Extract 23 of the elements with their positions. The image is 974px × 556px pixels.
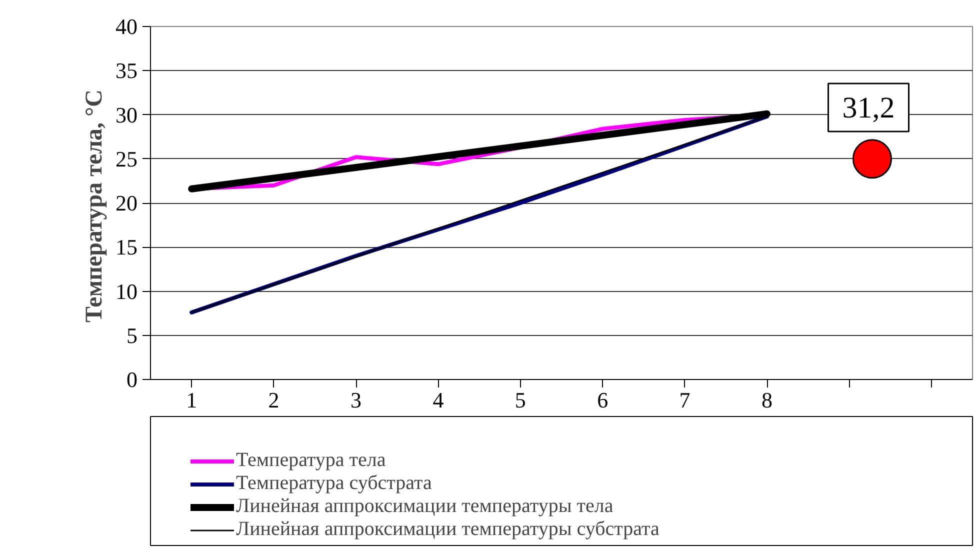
legend-label: Температура субстрата xyxy=(236,472,432,495)
x-tick-label: 1 xyxy=(186,388,198,412)
y-axis-title: Температура тела, °С xyxy=(82,90,108,322)
legend-label: Линейная аппроксимации температуры субстрата xyxy=(236,518,660,541)
y-tick-label: 20 xyxy=(116,190,138,216)
legend-label: Температура тела xyxy=(236,449,386,472)
y-tick-label: 40 xyxy=(116,14,138,39)
x-tick-label: 7 xyxy=(679,388,690,412)
y-tick-label: 10 xyxy=(116,278,138,304)
x-tick-label: 4 xyxy=(432,388,444,412)
annotation: 31,2 xyxy=(842,92,895,124)
y-tick-label: 15 xyxy=(116,234,138,260)
x-tick-label: 8 xyxy=(762,388,772,412)
x-tick-label: 3 xyxy=(350,388,362,412)
y-tick-label: 25 xyxy=(116,146,138,172)
y-tick-label: 35 xyxy=(116,58,138,84)
x-tick-label: 5 xyxy=(514,388,526,412)
legend-label: Линейная аппроксимации температуры тела xyxy=(236,495,614,518)
x-tick-label: 6 xyxy=(597,388,608,412)
y-tick-label: 5 xyxy=(126,322,138,348)
x-tick-label: 2 xyxy=(268,388,280,412)
y-tick-label: 30 xyxy=(116,102,138,128)
y-tick-label: 0 xyxy=(126,367,138,392)
